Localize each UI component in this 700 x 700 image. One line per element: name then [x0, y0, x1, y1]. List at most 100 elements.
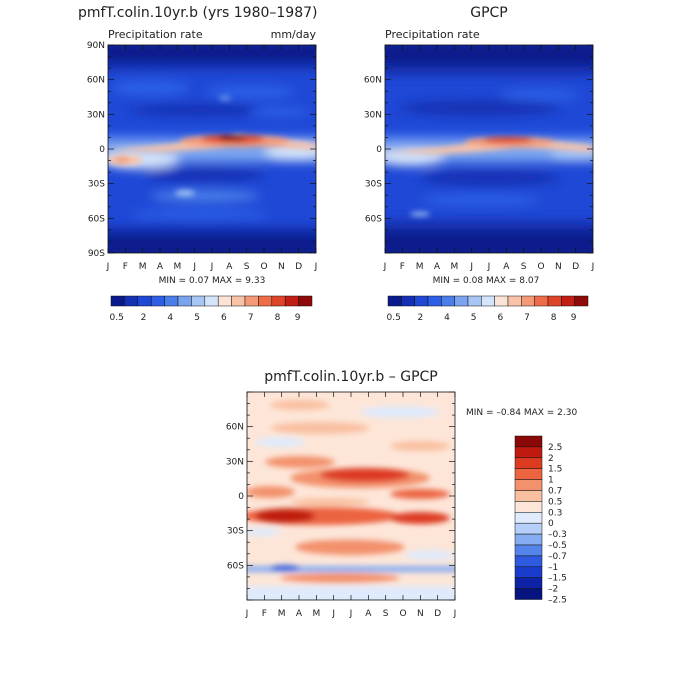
colorbar-label: 8 — [275, 313, 281, 323]
panel-difference: pmfT.colin.10yr.b – GPCP — [226, 369, 578, 619]
lat-label: 90S — [88, 249, 105, 259]
month-label: J — [245, 609, 249, 619]
colorbar-swatch — [481, 295, 495, 307]
colorbar-swatch — [177, 295, 192, 307]
colorbar-swatch — [454, 295, 469, 307]
colorbar-swatch — [441, 295, 455, 307]
month-label: J — [349, 609, 353, 619]
panel-gpcp-stats: MIN = 0.08 MAX = 8.07 — [433, 276, 540, 286]
colorbar-swatch — [534, 295, 549, 307]
colorbar-swatch — [298, 295, 313, 307]
colorbar-swatch — [514, 435, 543, 448]
colorbar-swatch — [547, 295, 562, 307]
colorbar-swatch — [467, 295, 482, 307]
colorbar-swatch — [401, 295, 415, 307]
colorbar-swatch — [521, 295, 535, 307]
colorbar-swatch — [150, 295, 165, 307]
lat-label: 30N — [364, 110, 382, 120]
month-label: M — [173, 262, 181, 272]
colorbar-label: 2 — [141, 313, 147, 323]
colorbar-label: 7 — [248, 313, 254, 323]
panel-difference-stats: MIN = –0.84 MAX = 2.30 — [466, 408, 577, 418]
month-label: J — [453, 609, 457, 619]
colorbar-label: 9 — [295, 313, 301, 323]
colorbar-swatch — [387, 295, 402, 307]
colorbar-label: 4 — [167, 313, 173, 323]
colorbar-label: 6 — [221, 313, 227, 323]
month-label: J — [106, 262, 110, 272]
colorbar-swatch — [414, 295, 429, 307]
month-label: N — [417, 609, 424, 619]
colorbar-label: 0 — [548, 519, 554, 529]
colorbar-swatch — [514, 501, 543, 513]
panel-model-colorbar: 0.5 2 4 5 6 7 8 9 — [110, 295, 313, 323]
colorbar-swatch — [494, 295, 509, 307]
month-label: A — [157, 262, 164, 272]
colorbar-swatch — [191, 295, 206, 307]
colorbar-label: 0.7 — [548, 487, 562, 497]
panel-model: pmfT.colin.10yr.b (yrs 1980–1987) Precip… — [78, 5, 318, 323]
colorbar-swatch — [574, 295, 589, 307]
colorbar-label: 0.3 — [548, 508, 562, 518]
lat-label: 0 — [99, 145, 105, 155]
lat-label: 0 — [238, 492, 244, 502]
lat-label: 30N — [226, 457, 244, 467]
panel-model-field — [108, 45, 316, 253]
month-label: M — [312, 609, 320, 619]
lat-label: 90N — [87, 41, 105, 51]
panel-difference-ticks — [246, 391, 456, 601]
colorbar-swatch — [514, 544, 543, 557]
panel-difference-colorbar: 2.521.510.70.50.30–0.3–0.5–0.7–1–1.5–2–2… — [514, 435, 567, 606]
month-label: N — [555, 262, 562, 272]
month-label: F — [400, 262, 405, 272]
panel-difference-field — [247, 392, 455, 600]
colorbar-swatch — [258, 295, 273, 307]
lat-label: 30S — [88, 180, 105, 190]
colorbar-label: 5 — [471, 313, 477, 323]
colorbar-label: 2 — [417, 313, 423, 323]
colorbar-swatch — [507, 295, 522, 307]
month-label: A — [365, 609, 372, 619]
colorbar-label: –0.3 — [548, 530, 567, 540]
month-label: J — [383, 262, 387, 272]
lat-label: 30S — [365, 180, 382, 190]
month-label: O — [399, 609, 406, 619]
panel-model-title: pmfT.colin.10yr.b (yrs 1980–1987) — [78, 5, 317, 21]
colorbar-label: 2 — [548, 454, 554, 464]
month-label: D — [434, 609, 441, 619]
month-label: A — [434, 262, 441, 272]
panel-gpcp-ticks — [384, 44, 594, 254]
colorbar-swatch — [217, 295, 232, 307]
month-label: J — [314, 262, 318, 272]
panel-gpcp-colorbar: 0.5 2 4 5 6 7 8 9 — [387, 295, 589, 323]
month-label: S — [244, 262, 250, 272]
colorbar-swatch — [244, 295, 259, 307]
colorbar-label: –2 — [548, 585, 558, 595]
month-label: J — [591, 262, 595, 272]
panel-model-units: mm/day — [271, 28, 317, 41]
panel-model-stats: MIN = 0.07 MAX = 9.33 — [159, 276, 266, 286]
month-label: N — [278, 262, 285, 272]
panel-model-subtitle: Precipitation rate — [108, 28, 203, 41]
month-label: M — [278, 609, 286, 619]
colorbar-label: 8 — [551, 313, 557, 323]
colorbar-label: 6 — [497, 313, 503, 323]
colorbar-swatch — [561, 295, 575, 307]
colorbar-label: 7 — [524, 313, 530, 323]
colorbar-swatch — [514, 566, 543, 578]
month-label: J — [487, 262, 491, 272]
panel-difference-title: pmfT.colin.10yr.b – GPCP — [264, 369, 437, 385]
colorbar-swatch — [124, 295, 139, 307]
month-label: S — [383, 609, 389, 619]
lat-label: 60N — [87, 76, 105, 86]
panel-model-ticks — [107, 44, 317, 254]
colorbar-swatch — [514, 457, 543, 469]
month-label: A — [226, 262, 233, 272]
month-label: F — [262, 609, 267, 619]
lat-label: 30S — [227, 527, 244, 537]
month-label: A — [296, 609, 303, 619]
month-label: J — [210, 262, 214, 272]
